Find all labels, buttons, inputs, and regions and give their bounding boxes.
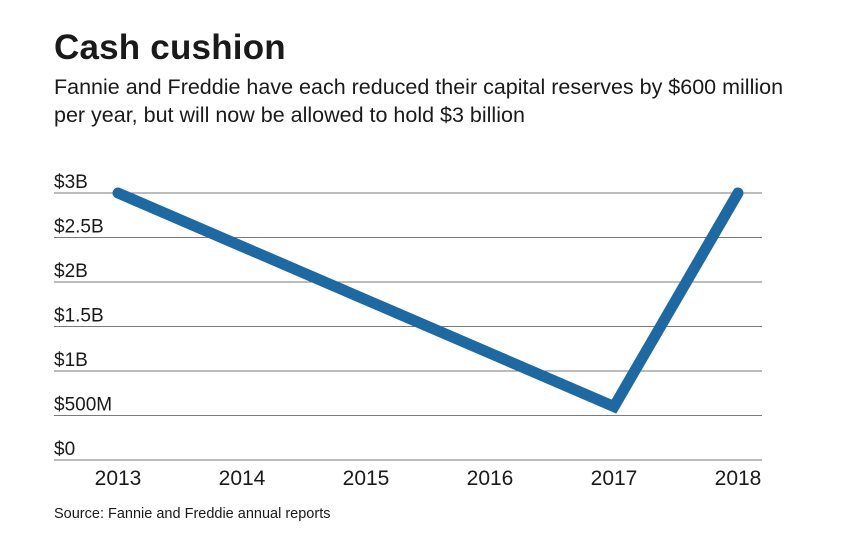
x-tick-label: 2017	[591, 467, 638, 490]
gridlines	[54, 192, 762, 461]
x-tick-label: 2015	[343, 467, 390, 490]
y-tick-label: $3B	[54, 172, 88, 193]
x-tick-label: 2018	[715, 467, 762, 490]
x-tick-label: 2014	[219, 467, 266, 490]
x-tick-label: 2013	[95, 467, 142, 490]
x-tick-label: 2016	[467, 467, 514, 490]
chart-subtitle: Fannie and Freddie have each reduced the…	[54, 75, 784, 127]
y-tick-label: $1.5B	[54, 306, 104, 327]
y-tick-label: $1B	[54, 350, 88, 371]
series-line	[112, 187, 744, 414]
x-axis-labels: 2013 2014 2015 2016 2017 2018	[95, 467, 762, 490]
y-axis-labels: $3B $2.5B $2B $1.5B $1B $500M $0	[54, 172, 112, 460]
y-tick-label: $500M	[54, 395, 112, 416]
source-note: Source: Fannie and Freddie annual report…	[54, 506, 331, 522]
y-tick-label: $2.5B	[54, 217, 104, 238]
y-tick-label: $0	[54, 439, 75, 460]
chart-title: Cash cushion	[54, 28, 286, 67]
y-tick-label: $2B	[54, 261, 88, 282]
series-lines	[112, 187, 744, 414]
